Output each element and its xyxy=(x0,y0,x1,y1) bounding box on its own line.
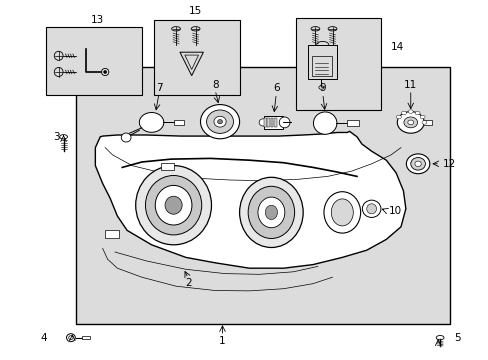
Text: 10: 10 xyxy=(388,206,401,216)
Ellipse shape xyxy=(313,112,336,134)
Bar xyxy=(76,67,449,324)
Ellipse shape xyxy=(102,68,109,76)
Text: 5: 5 xyxy=(453,333,460,343)
Text: 4: 4 xyxy=(41,333,47,343)
Text: 9: 9 xyxy=(319,83,325,93)
Ellipse shape xyxy=(217,120,222,124)
Polygon shape xyxy=(184,55,198,69)
Ellipse shape xyxy=(171,27,180,31)
Ellipse shape xyxy=(327,27,336,31)
Ellipse shape xyxy=(145,176,201,235)
Ellipse shape xyxy=(323,192,360,233)
Ellipse shape xyxy=(239,177,303,248)
Ellipse shape xyxy=(214,116,226,127)
Ellipse shape xyxy=(401,111,406,115)
Text: 6: 6 xyxy=(272,83,279,93)
Ellipse shape xyxy=(403,117,417,128)
Ellipse shape xyxy=(396,112,424,133)
Bar xyxy=(161,163,173,170)
Ellipse shape xyxy=(414,111,419,115)
Ellipse shape xyxy=(191,27,200,31)
Text: 8: 8 xyxy=(211,80,218,90)
Ellipse shape xyxy=(366,204,376,214)
Bar xyxy=(422,120,431,125)
Ellipse shape xyxy=(103,71,106,73)
Bar xyxy=(264,118,266,127)
Bar xyxy=(307,45,337,79)
Polygon shape xyxy=(180,52,203,76)
Ellipse shape xyxy=(407,120,413,125)
Ellipse shape xyxy=(155,185,192,225)
Ellipse shape xyxy=(248,186,294,239)
Text: 1: 1 xyxy=(219,336,225,346)
Bar xyxy=(173,120,184,125)
Ellipse shape xyxy=(414,161,421,166)
Ellipse shape xyxy=(396,115,401,119)
Ellipse shape xyxy=(60,135,67,139)
Ellipse shape xyxy=(54,51,63,60)
Ellipse shape xyxy=(264,205,277,220)
Ellipse shape xyxy=(435,336,443,340)
Text: 13: 13 xyxy=(91,15,104,25)
Bar xyxy=(154,20,239,95)
Text: 2: 2 xyxy=(184,278,191,288)
Bar xyxy=(274,118,276,127)
Bar xyxy=(82,336,90,339)
Bar xyxy=(267,118,269,127)
Bar xyxy=(311,56,331,76)
Ellipse shape xyxy=(310,27,319,31)
Ellipse shape xyxy=(258,197,284,228)
Ellipse shape xyxy=(206,110,233,134)
Text: 11: 11 xyxy=(403,80,417,90)
Text: 3: 3 xyxy=(53,132,60,142)
Ellipse shape xyxy=(136,166,211,245)
Ellipse shape xyxy=(68,336,73,340)
Ellipse shape xyxy=(66,334,75,342)
Bar xyxy=(346,120,359,126)
Text: 14: 14 xyxy=(390,42,404,52)
Bar xyxy=(46,27,142,95)
Ellipse shape xyxy=(318,86,323,89)
Ellipse shape xyxy=(279,117,289,128)
Ellipse shape xyxy=(410,158,425,170)
Ellipse shape xyxy=(200,105,239,139)
Text: 7: 7 xyxy=(155,83,162,93)
Bar xyxy=(105,230,119,238)
Ellipse shape xyxy=(121,133,131,142)
Ellipse shape xyxy=(54,68,63,77)
Ellipse shape xyxy=(362,200,380,217)
Polygon shape xyxy=(95,131,405,268)
Ellipse shape xyxy=(419,115,424,119)
Text: 15: 15 xyxy=(188,6,202,16)
Bar xyxy=(270,118,273,127)
Bar xyxy=(295,18,381,110)
Ellipse shape xyxy=(330,199,352,226)
Ellipse shape xyxy=(259,119,266,126)
Ellipse shape xyxy=(139,112,163,132)
Text: 12: 12 xyxy=(442,159,455,169)
Bar xyxy=(264,116,282,129)
Ellipse shape xyxy=(421,121,426,124)
Ellipse shape xyxy=(164,196,182,214)
Ellipse shape xyxy=(406,154,429,174)
Ellipse shape xyxy=(407,110,412,113)
